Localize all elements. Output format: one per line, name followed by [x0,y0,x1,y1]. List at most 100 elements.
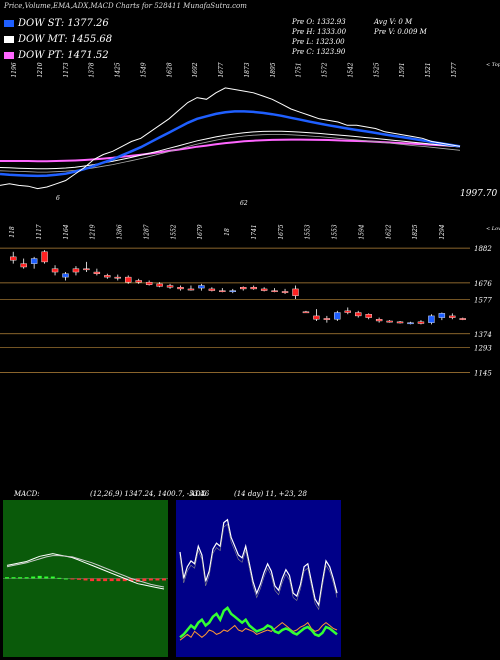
macd-hist-bar [148,578,153,581]
candle-body [281,291,289,293]
macd-hist-bar [57,577,62,579]
candle-body [344,310,351,313]
top-label: 1549 [140,62,147,77]
bottom-label: 1294 [439,224,446,239]
macd-hist-bar [83,578,88,581]
candle-body [292,288,299,296]
y-tick-label: 1882 [474,245,492,253]
y-tick-label: 1293 [474,344,492,352]
candle-body [83,268,90,271]
macd-hist-bar [116,578,121,582]
macd-hist-bar [5,577,9,579]
candle-body [10,256,17,261]
top-label: 1628 [166,62,173,77]
candle-body [72,268,80,273]
ema-long-line [0,138,461,163]
top-label: 1196 [11,62,18,77]
candle-body [104,275,111,278]
ema-short-line [0,110,461,178]
candle-body [30,258,38,264]
macd-hist-bar [31,576,36,579]
ema-mid-line [0,130,461,170]
legend-label-mt: DOW MT: 1455.68 [18,34,113,45]
bottom-label: 1741 [251,224,258,239]
bottom-label: 18 [224,228,231,236]
legend-swatch-mt [4,36,14,43]
candle-body [114,276,121,279]
bottom-label: 118 [9,226,16,238]
macd-hist-bar [18,577,23,579]
adx-line [179,518,338,607]
info-prev-low: Pre L: 1323.00 [292,38,345,46]
adx-label: ADX [189,490,207,498]
candle-body [302,311,310,314]
bottom-label: 1825 [412,224,419,239]
bottom-label: 1164 [63,224,70,239]
candle-body [260,288,268,291]
legend-swatch-st [4,20,14,27]
top-label: 1525 [373,62,380,77]
bottom-label: 1679 [197,224,204,239]
adx-shadow-line [179,523,338,611]
top-label: 1378 [89,62,96,77]
candle-body [145,281,153,285]
axis-mark-mid: 62 [240,200,248,207]
macd-hist-bar [129,578,134,582]
candle-body [156,283,163,287]
y-tick-label: 1676 [474,280,492,288]
candle-body [375,319,383,322]
candle-body [250,287,257,290]
y-tick-label: 1374 [474,331,492,339]
macd-hist-bar [50,576,55,579]
top-label: 1677 [218,62,225,77]
candle-body [20,263,27,268]
top-label: 1173 [63,62,70,77]
y-tick-label: 1577 [474,297,492,305]
candle-body [334,312,341,320]
macd-hist-bar [103,578,108,582]
price-line [0,87,461,190]
adx-panel: ADX (14 day) 11, +23, 28 [176,490,341,657]
candle-body [41,251,48,263]
bottom-label: 1594 [358,224,365,239]
candle-body [177,287,184,290]
signal-line [6,555,165,588]
macd-hist-bar [63,578,68,580]
macd-panel: MACD: (12,26,9) 1347.24, 1400.7, -53.46 [3,490,210,657]
macd-line [6,553,165,590]
top-label: 1591 [399,62,406,77]
macd-hist-bar [90,578,95,582]
adx-params: (14 day) 11, +23, 28 [234,490,307,498]
macd-params: (12,26,9) 1347.24, 1400.7, -53.46 [90,490,210,498]
candle-body [229,290,236,293]
legend-swatch-pt [4,52,14,59]
candle-body [396,321,404,324]
candlestick-panel: 1882 1676 1577 1374 1293 1145 [0,245,492,377]
macd-label: MACD: [13,490,40,498]
info-prev-close: Pre C: 1323.90 [292,48,346,56]
bottom-label: 1219 [90,224,97,239]
macd-hist-bar [11,577,16,579]
macd-hist-bar [162,578,166,581]
top-label: 1692 [192,62,199,77]
bottom-label: 1553 [332,224,339,239]
candle-body [62,273,69,278]
top-label: 1210 [37,62,44,77]
macd-hist-bar [76,578,81,580]
legend-item-mt: DOW MT: 1455.68 [4,34,112,45]
top-label: 1521 [425,62,432,77]
macd-hist-bar [70,578,75,580]
macd-hist-bar [96,578,101,582]
candle-body [135,280,142,283]
top-label: 1542 [347,62,354,77]
lows-note: < Lows [486,226,500,232]
candle-body [271,290,278,293]
top-label: 1572 [322,62,329,77]
price-ema-panel: 1196 1210 1173 1378 1425 1549 1628 1692 1677 1873… [0,62,500,240]
top-label: 1873 [244,62,251,77]
bottom-label: 1287 [143,224,150,239]
candle-body [438,313,446,318]
candle-body [93,271,101,274]
legend-label-st: DOW ST: 1377.26 [18,18,109,29]
plus-di-line [179,606,338,639]
